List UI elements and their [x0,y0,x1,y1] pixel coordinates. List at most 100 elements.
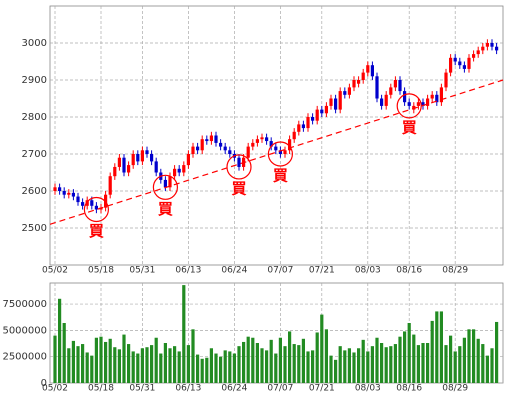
x-tick-label: 06/24 [221,384,247,394]
candle-body [196,146,200,151]
volume-bar [393,344,397,383]
volume-bar [58,298,62,383]
volume-bar [421,343,425,383]
volume-bar [315,332,319,383]
x-tick-label: 08/03 [355,384,381,394]
volume-bar [343,350,347,383]
candle-body [361,72,365,80]
candle-body [94,205,98,210]
y-tick-label: 0 [41,378,47,389]
x-tick-label: 07/07 [267,384,293,394]
candle-body [357,80,361,84]
candle-body [476,50,480,55]
volume-bar [81,344,85,383]
volume-bar [177,351,181,383]
candle-body [458,61,462,66]
candle-body [113,166,117,177]
candle-body [472,54,476,58]
volume-bar [430,320,434,383]
candle-body [449,57,453,73]
y-tick-label: 2500000 [2,352,47,363]
candle-body [329,98,333,106]
signal-label: 買 [89,222,104,240]
volume-bar [329,355,333,383]
signal-label: 買 [158,200,173,218]
y-tick-label: 2800 [22,112,47,123]
volume-bar [435,311,439,383]
volume-bar [453,351,457,383]
candle-body [320,109,324,114]
x-tick-label: 07/21 [309,384,335,394]
x-tick-label: 08/16 [396,266,422,276]
volume-bar [196,354,200,383]
volume-bar [214,353,218,383]
candle-body [214,135,218,143]
x-tick-label: 05/31 [129,266,155,276]
volume-bar [145,347,149,383]
candle-body [311,117,315,121]
plot-frame [49,5,504,266]
candle-body [467,57,471,69]
candle-body [453,57,457,62]
volume-bar [426,343,430,383]
candle-body [421,102,425,106]
volume-bar [380,343,384,383]
volume-bar [444,345,448,383]
volume-bar [168,348,172,383]
candle-body [177,168,181,173]
x-tick-label: 08/03 [355,266,381,276]
volume-bar [288,331,292,383]
candle-body [223,146,227,151]
candle-body [481,46,485,51]
candle-body [191,146,195,154]
candle-body [462,65,466,69]
candle-body [301,124,305,129]
candle-body [237,157,241,167]
x-tick-label: 05/02 [42,266,68,276]
volume-bar [117,349,121,383]
volume-bar [131,351,135,383]
candle-body [398,80,402,92]
candle-body [81,202,85,206]
y-tick-label: 2900 [22,75,47,86]
volume-bar [127,344,131,383]
volume-bar [320,314,324,383]
volume-bar [398,336,402,383]
candle-body [375,76,379,99]
x-tick-label: 05/31 [129,384,155,394]
volume-bar [251,337,255,383]
x-tick-label: 07/21 [309,266,335,276]
candle-body [278,150,282,154]
candle-body [426,98,430,106]
volume-bar [186,345,190,383]
volume-bar [403,331,407,383]
candle-body [265,137,269,142]
volume-bar [481,344,485,383]
volume-bar [449,335,453,383]
candle-body [274,146,278,151]
candle-body [173,168,177,177]
volume-bar [375,337,379,383]
volume-bar [163,343,167,383]
candle-body [283,150,287,154]
volume-bar [219,356,223,383]
candle-body [370,65,374,77]
volume-bar [485,355,489,383]
candle-body [255,139,259,143]
volume-bar [472,329,476,383]
volume-bar [361,339,365,383]
volume-bar [159,353,163,383]
volume-bar [283,346,287,383]
candle-body [338,91,342,110]
candle-body [324,105,328,114]
candle-body [485,43,489,47]
candle-body [380,98,384,106]
y-tick-label: 7500000 [2,299,47,310]
volume-bar [209,348,213,383]
volume-bar [462,337,466,383]
candle-body [205,139,209,142]
volume-bar [347,348,351,383]
candle-body [430,94,434,99]
candle-body [495,46,499,51]
candle-body [186,154,190,166]
